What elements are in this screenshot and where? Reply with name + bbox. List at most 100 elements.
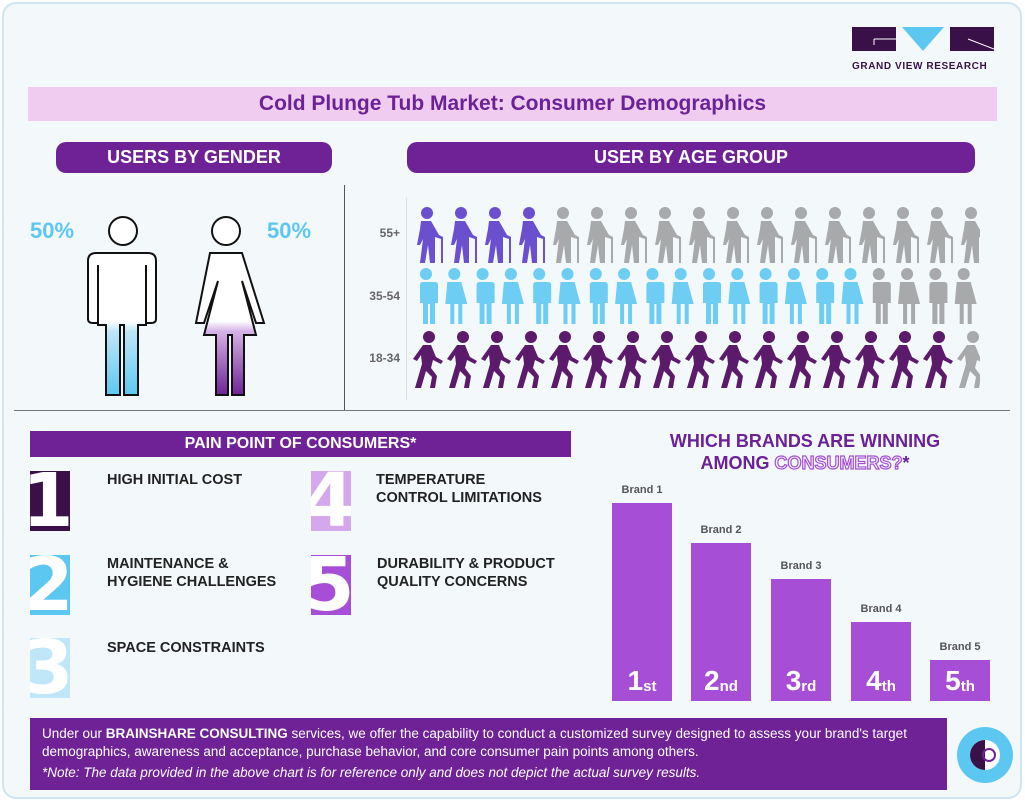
rank-suffix: st	[643, 678, 657, 695]
elderly-person-icon	[655, 207, 681, 263]
walking-person-icon	[923, 331, 953, 388]
couple-icon	[501, 268, 524, 324]
couple-icon	[558, 268, 581, 324]
rank-number: 1	[627, 665, 644, 696]
brands-title: WHICH BRANDS ARE WINNING AMONG CONSUMERS…	[610, 430, 1000, 474]
male-figure-icon	[87, 216, 157, 396]
pain-number-1: 1	[30, 471, 70, 531]
brands-title-consumers: CONSUMERS?	[774, 452, 903, 473]
brainshare-consulting-link[interactable]: BRAINSHARE CONSULTING	[105, 726, 288, 741]
elderly-person-icon	[791, 207, 817, 263]
elderly-person-icon	[621, 207, 647, 263]
horizontal-divider	[14, 410, 1010, 411]
elderly-person-icon	[485, 207, 511, 263]
female-figure-icon	[194, 216, 266, 396]
elderly-person-icon	[417, 207, 443, 263]
brainshare-icon[interactable]	[956, 726, 1014, 784]
walking-person-icon	[787, 331, 817, 388]
elderly-person-icon	[553, 207, 579, 263]
walking-person-icon	[685, 331, 715, 388]
footer-note: *Note: The data provided in the above ch…	[42, 765, 701, 780]
page-title: Cold Plunge Tub Market: Consumer Demogra…	[28, 87, 997, 121]
couple-icon	[898, 268, 921, 324]
couple-icon	[926, 268, 948, 324]
elderly-person-icon	[723, 207, 749, 263]
brand-label: Brand 4	[860, 603, 902, 615]
grand-view-research-logo: GRAND VIEW RESEARCH	[852, 27, 996, 72]
age-section-header: USER BY AGE GROUP	[407, 142, 975, 173]
brands-title-asterisk: *	[902, 453, 910, 473]
walking-person-icon	[889, 331, 919, 388]
couple-icon	[445, 268, 468, 324]
gender-figures	[87, 216, 266, 396]
brand-label: Brand 3	[780, 560, 822, 572]
rank-number: 3	[785, 665, 802, 696]
footer-box: Under our BRAINSHARE CONSULTING services…	[30, 718, 947, 790]
female-percentage: 50%	[267, 218, 312, 243]
brand-label: Brand 2	[700, 524, 742, 536]
pain-point-text: SPACE CONSTRAINTS	[107, 640, 265, 656]
couple-icon	[841, 268, 864, 324]
elderly-person-icon	[689, 207, 715, 263]
couple-icon	[586, 268, 608, 324]
rank-number: 2	[704, 665, 720, 696]
couple-icon	[615, 268, 638, 324]
male-percentage: 50%	[30, 218, 75, 243]
couple-icon	[700, 268, 721, 324]
couple-icon	[756, 268, 778, 324]
age-label-18-34: 18-34	[369, 351, 400, 365]
elderly-person-icon	[825, 207, 851, 263]
walking-person-icon	[753, 331, 783, 388]
pain-point-text: MAINTENANCE & HYGIENE CHALLENGES	[107, 556, 277, 590]
brands-title-among: AMONG	[700, 453, 775, 473]
walking-person-icon	[413, 331, 443, 388]
footer-text-post: services, we offer the capability to con…	[42, 726, 907, 759]
couple-icon	[530, 268, 552, 324]
age-axis-line	[406, 198, 407, 400]
footer-text-pre: Under our	[42, 726, 106, 741]
pain-number-3: 3	[30, 638, 70, 698]
brands-title-line1: WHICH BRANDS ARE WINNING	[669, 431, 941, 451]
pain-point-text: DURABILITY & PRODUCT QUALITY CONCERNS	[377, 556, 555, 590]
elderly-person-icon	[519, 207, 545, 263]
walking-person-icon	[583, 331, 613, 388]
walking-person-icon	[957, 331, 980, 388]
age-label-35-54: 35-54	[369, 289, 400, 303]
age-label-55plus: 55+	[379, 226, 400, 240]
brand-label: Brand 1	[621, 484, 663, 496]
walking-person-icon	[617, 331, 647, 388]
walking-person-icon	[481, 331, 511, 388]
brand-label: Brand 5	[939, 641, 981, 653]
rank-number: 4	[866, 665, 882, 696]
couple-icon	[473, 268, 495, 324]
vertical-divider	[344, 185, 345, 410]
couple-icon	[954, 268, 977, 324]
elderly-person-icon	[859, 207, 885, 263]
couple-icon	[417, 268, 438, 324]
couple-icon	[784, 268, 807, 324]
elderly-person-icon	[451, 207, 477, 263]
gender-section-header: USERS BY GENDER	[56, 142, 332, 173]
couple-icon	[671, 268, 694, 324]
walking-person-icon	[855, 331, 885, 388]
pain-point-text: TEMPERATURE CONTROL LIMITATIONS	[376, 472, 542, 506]
rank-suffix: rd	[801, 678, 817, 695]
couple-icon	[869, 268, 891, 324]
rank-suffix: th	[881, 678, 896, 695]
couple-icon	[728, 268, 751, 324]
walking-person-icon	[549, 331, 579, 388]
rank-suffix: th	[960, 678, 975, 695]
elderly-person-icon	[961, 207, 980, 263]
logo-text: GRAND VIEW RESEARCH	[852, 61, 988, 72]
walking-person-icon	[515, 331, 545, 388]
walking-person-icon	[719, 331, 749, 388]
couple-icon	[643, 268, 665, 324]
elderly-person-icon	[893, 207, 919, 263]
elderly-person-icon	[757, 207, 783, 263]
walking-person-icon	[447, 331, 477, 388]
